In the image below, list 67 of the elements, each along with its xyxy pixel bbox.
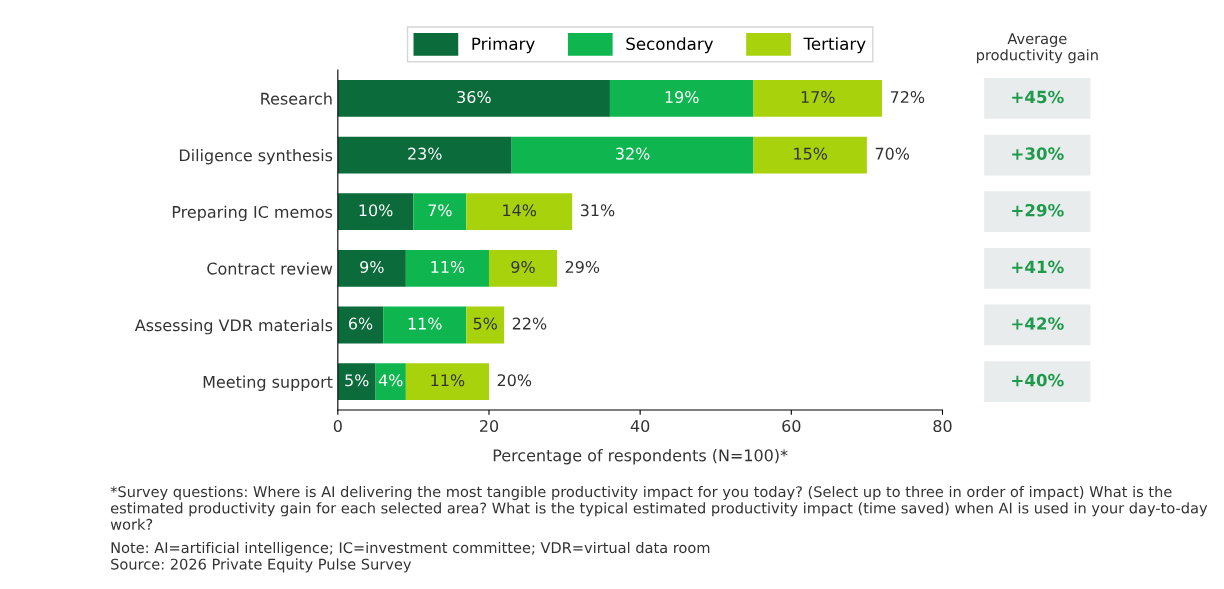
y-tick-label: Preparing IC memos [172,205,333,222]
y-tick-label: Assessing VDR materials [134,318,333,335]
text: Note: AI=artificial intelligence; IC=investment committee; VDR=virtual data room [111,541,710,556]
data-label: 9% [360,260,384,273]
bar [337,80,610,117]
x-axis-title: Percentage of respondents (N=100)* [493,449,788,465]
bar [753,136,867,174]
bar [405,249,489,287]
bar [609,80,754,117]
data-label: 11% [408,317,442,330]
data-label: 23% [408,147,442,160]
text: +29% [1012,203,1064,217]
total-label: 22% [512,317,547,330]
data-label: 11% [431,260,465,273]
bar [466,306,505,344]
bar [337,306,384,344]
data-label: 5% [473,317,497,330]
data-label: 7% [428,204,452,217]
text: +40% [1012,373,1064,387]
data-label: 14% [503,204,537,217]
x-tick-label: 40 [630,419,650,433]
data-label: 10% [359,204,393,217]
text: Average productivity gain [977,33,1098,64]
bar [413,193,467,231]
y-tick-label: Meeting support [203,375,333,392]
total-label: 31% [580,204,615,217]
data-label: 19% [665,90,699,104]
text: +45% [1012,90,1064,104]
total-label: 20% [497,374,532,387]
x-tick-label: 20 [480,419,499,433]
x-tick-label: 60 [782,419,801,433]
data-label: 4% [378,374,403,387]
bar [753,80,883,117]
y-tick-label: Contract review [207,262,333,275]
data-label: 32% [616,147,650,160]
data-label: 11% [431,374,465,387]
total-label: 29% [565,260,600,273]
legend-label: Primary [472,37,535,54]
bar [466,193,573,231]
y-tick-label: Diligence synthesis [179,148,333,165]
text: +30% [1012,147,1064,160]
bar [337,136,512,174]
legend-label: Secondary [626,37,714,54]
legend-label: Tertiary [803,37,866,54]
data-label: 6% [348,317,373,330]
bar [337,363,376,401]
bar [383,306,467,344]
source-note: Source: 2026 Private Equity Pulse Survey [111,558,412,573]
bar [375,363,406,401]
data-label: 5% [345,374,369,387]
y-tick-label: Research [261,92,332,105]
total-label: 70% [875,147,910,160]
data-label: 17% [801,90,835,104]
x-tick-label: 80 [933,419,952,433]
bar [337,193,414,231]
text: *Survey questions: Where is AI delivering the most tangible productivity impact for you today? (Select up to three in order of impact) What is the estimated productivity gain for each selected area? What is the typical estimated productivity impact (time saved) when AI is used in your day-to-day work? [110,485,1208,530]
data-label: 15% [794,147,828,160]
data-label: 36% [457,90,491,104]
bar [511,136,754,174]
text: +42% [1012,317,1064,330]
text: +41% [1012,260,1064,274]
data-label: 9% [511,260,535,273]
bar [405,363,489,401]
bar [488,249,558,287]
x-tick-label: 0 [333,419,342,433]
bar [337,249,406,287]
total-label: 72% [890,90,925,104]
